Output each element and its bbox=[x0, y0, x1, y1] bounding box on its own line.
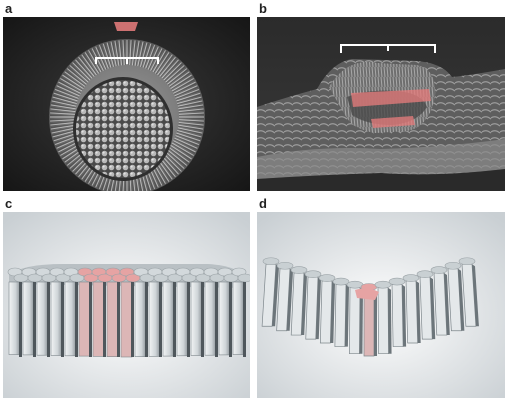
panel-c-model bbox=[3, 212, 250, 398]
bent-cell-columns bbox=[261, 257, 479, 357]
bracket bbox=[340, 44, 436, 53]
panel-label-b: b bbox=[259, 1, 267, 16]
panel-a-micrograph bbox=[3, 17, 250, 191]
panel-label-a: a bbox=[5, 1, 13, 16]
hinge-highlight-lower bbox=[371, 116, 415, 128]
top-cells bbox=[7, 267, 250, 283]
hinge-highlight bbox=[355, 288, 379, 300]
panel-label-c: c bbox=[5, 196, 13, 211]
inner-cell-mass bbox=[76, 80, 170, 178]
hinge-highlight bbox=[114, 22, 138, 31]
panel-b-micrograph bbox=[257, 17, 505, 191]
cell-columns bbox=[8, 281, 246, 358]
panel-label-d: d bbox=[259, 196, 267, 211]
bracket bbox=[95, 57, 159, 64]
hinge-highlight-upper bbox=[351, 89, 431, 107]
panel-d-model bbox=[257, 212, 505, 398]
